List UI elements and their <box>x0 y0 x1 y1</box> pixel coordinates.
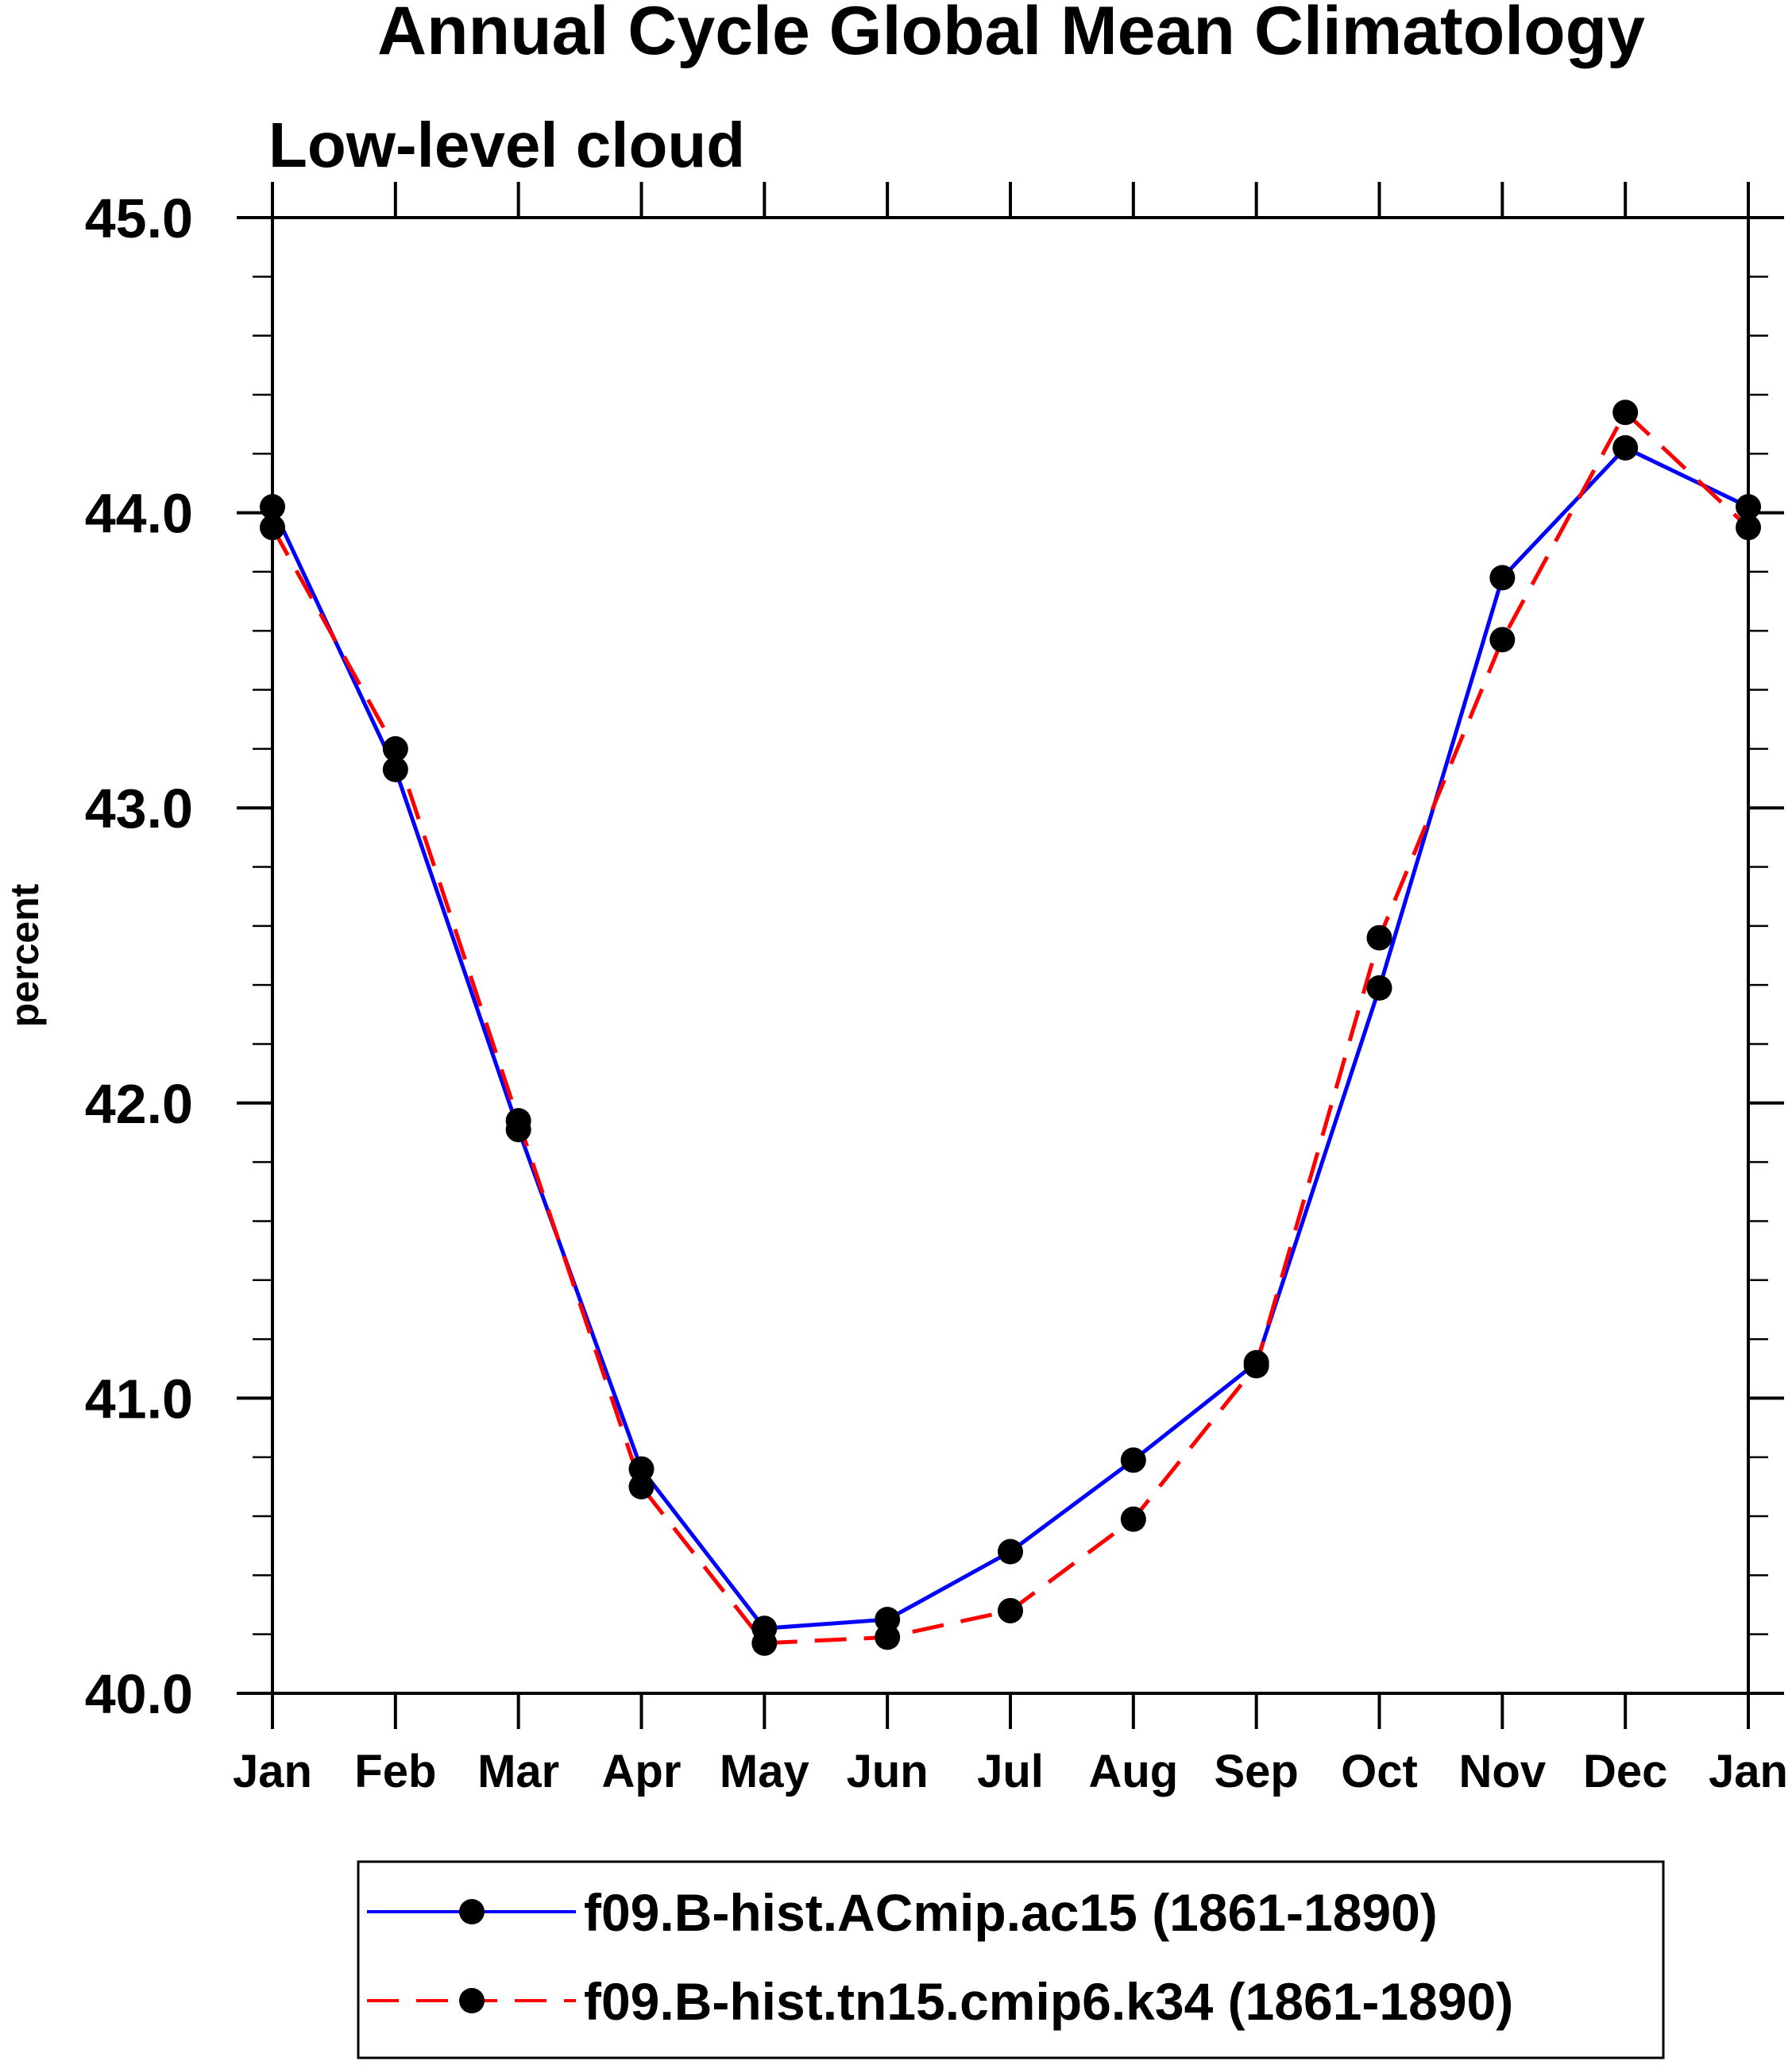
y-tick-label: 43.0 <box>85 778 193 840</box>
x-tick-label: Jun <box>847 1746 929 1797</box>
data-point <box>1366 975 1392 1001</box>
legend-label-1: f09.B-hist.ACmip.ac15 (1861-1890) <box>584 1883 1438 1942</box>
data-point <box>1120 1506 1146 1532</box>
series-line-1 <box>270 445 1750 1631</box>
data-point <box>998 1538 1023 1565</box>
y-tick-label: 45.0 <box>85 187 193 249</box>
x-tick-label: Oct <box>1341 1746 1418 1797</box>
data-point <box>628 1473 655 1500</box>
legend-box <box>357 1860 1665 2059</box>
x-tick-label: Feb <box>354 1746 436 1797</box>
x-tick-label: Dec <box>1583 1746 1667 1797</box>
x-tick-label: Aug <box>1088 1746 1178 1797</box>
data-point <box>1243 1353 1269 1379</box>
data-point <box>382 756 408 782</box>
y-axis-label: percent <box>2 883 47 1027</box>
x-tick-label: May <box>720 1746 809 1797</box>
x-tick-label: Sep <box>1214 1746 1298 1797</box>
data-point <box>1736 515 1761 541</box>
data-point <box>628 1456 655 1482</box>
chart-subtitle: Low-level cloud <box>268 110 745 180</box>
y-tick-label: 44.0 <box>85 483 193 545</box>
y-tick-label: 41.0 <box>85 1368 193 1430</box>
legend-marker <box>459 1988 485 2013</box>
y-tick-label: 40.0 <box>85 1663 193 1725</box>
data-point <box>998 1597 1023 1623</box>
data-point <box>1489 565 1516 591</box>
data-point <box>260 515 285 541</box>
data-point <box>1120 1447 1146 1473</box>
x-tick-label: Jul <box>977 1746 1044 1797</box>
data-point <box>751 1630 778 1656</box>
data-point <box>260 494 285 520</box>
x-tick-label: Mar <box>477 1746 559 1797</box>
data-point <box>382 735 408 762</box>
legend-marker <box>459 1899 485 1924</box>
chart-title: Annual Cycle Global Mean Climatology <box>377 0 1645 69</box>
data-point <box>1736 494 1761 520</box>
data-point <box>1489 627 1516 653</box>
data-point <box>875 1624 901 1650</box>
data-point <box>505 1108 531 1134</box>
x-tick-label: Nov <box>1459 1746 1547 1797</box>
data-point <box>875 1607 901 1633</box>
x-tick-label: Jan <box>233 1746 312 1797</box>
data-point <box>1612 399 1639 426</box>
x-tick-label: Apr <box>602 1746 682 1797</box>
series-line-2 <box>270 409 1750 1646</box>
plot-frame <box>271 216 1750 1695</box>
x-tick-label: Jan <box>1709 1746 1788 1797</box>
y-tick-label: 42.0 <box>85 1073 193 1135</box>
data-point <box>1612 434 1639 461</box>
data-point <box>1366 924 1392 951</box>
legend-label-2: f09.B-hist.tn15.cmip6.k34 (1861-1890) <box>584 1972 1513 2031</box>
